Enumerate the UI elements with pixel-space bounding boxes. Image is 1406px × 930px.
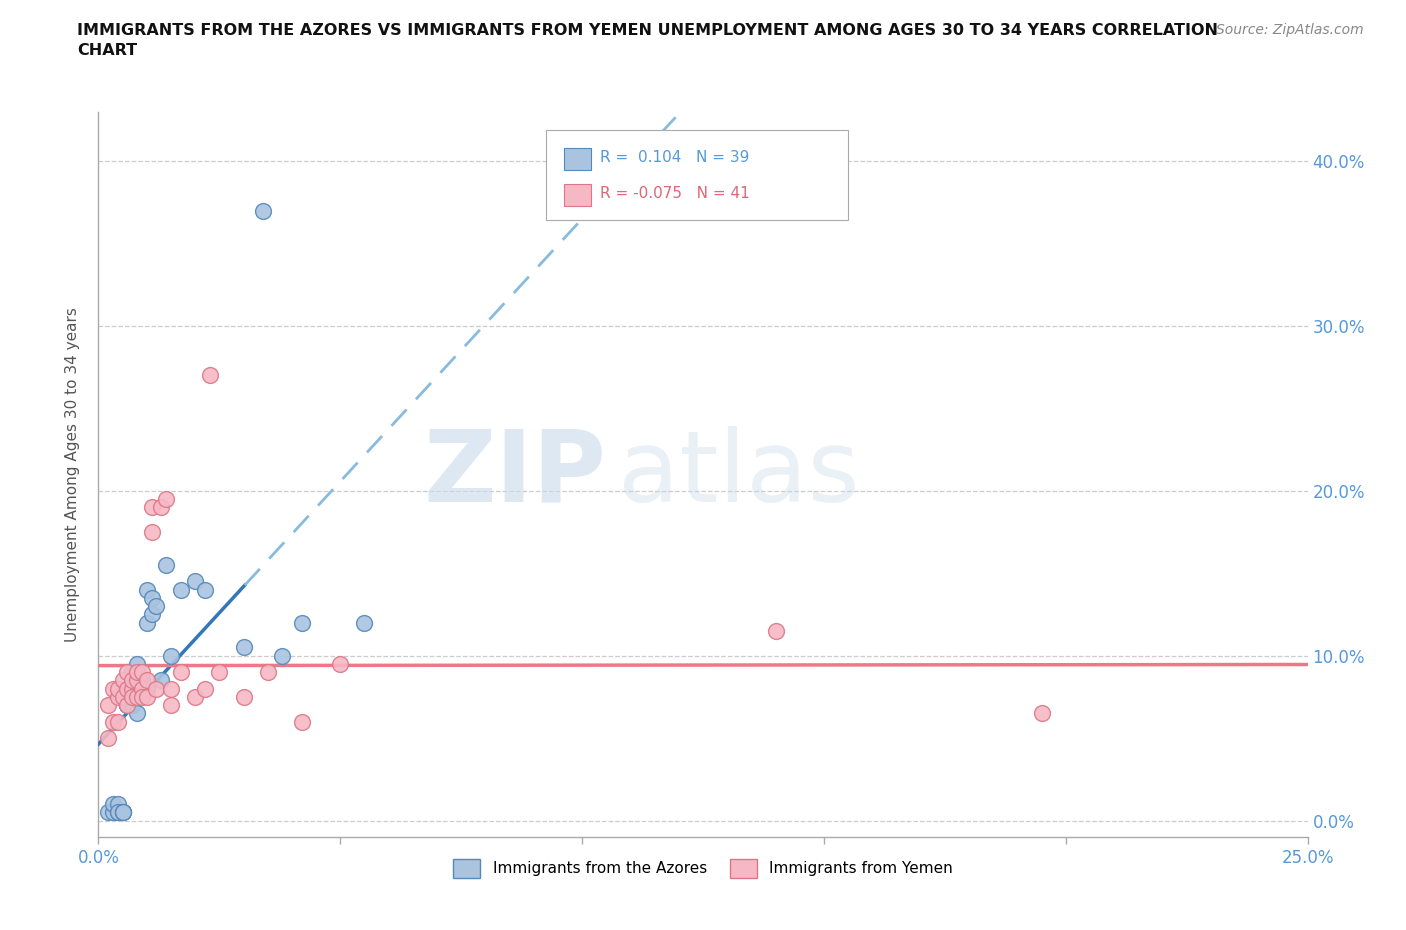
Point	[184, 689, 207, 704]
Point	[127, 665, 149, 680]
Text: IMMIGRANTS FROM THE AZORES VS IMMIGRANTS FROM YEMEN UNEMPLOYMENT AMONG AGES 30 T: IMMIGRANTS FROM THE AZORES VS IMMIGRANTS…	[77, 23, 1219, 58]
Point	[101, 681, 124, 696]
Point	[111, 689, 134, 704]
Point	[353, 616, 375, 631]
Text: R = -0.075   N = 41: R = -0.075 N = 41	[600, 186, 749, 201]
Point	[101, 714, 124, 729]
Point	[135, 582, 157, 597]
Point	[169, 582, 191, 597]
Point	[232, 640, 254, 655]
Point	[155, 492, 177, 507]
Text: atlas: atlas	[619, 426, 860, 523]
Point	[121, 698, 143, 712]
Point	[290, 714, 312, 729]
Point	[160, 681, 183, 696]
Point	[127, 673, 149, 688]
Point	[107, 714, 129, 729]
Legend: Immigrants from the Azores, Immigrants from Yemen: Immigrants from the Azores, Immigrants f…	[447, 853, 959, 884]
FancyBboxPatch shape	[546, 130, 848, 220]
Point	[329, 657, 352, 671]
Point	[150, 673, 173, 688]
Point	[131, 681, 153, 696]
Point	[117, 698, 139, 712]
Point	[121, 689, 143, 704]
Point	[155, 558, 177, 573]
Point	[131, 673, 153, 688]
Point	[145, 681, 167, 696]
Point	[198, 368, 221, 383]
Point	[194, 582, 217, 597]
Point	[111, 804, 134, 819]
Point	[127, 657, 149, 671]
Point	[97, 804, 120, 819]
Point	[160, 648, 183, 663]
Point	[131, 681, 153, 696]
Point	[127, 706, 149, 721]
Point	[271, 648, 294, 663]
Point	[111, 804, 134, 819]
Point	[150, 499, 173, 514]
Point	[107, 689, 129, 704]
Point	[765, 623, 787, 638]
Point	[107, 804, 129, 819]
Point	[117, 698, 139, 712]
Point	[135, 681, 157, 696]
Point	[127, 673, 149, 688]
Point	[290, 616, 312, 631]
Point	[107, 681, 129, 696]
Point	[111, 673, 134, 688]
Point	[121, 681, 143, 696]
Point	[101, 804, 124, 819]
Point	[256, 665, 278, 680]
Text: Source: ZipAtlas.com: Source: ZipAtlas.com	[1216, 23, 1364, 37]
Bar	[564, 148, 591, 169]
Point	[121, 673, 143, 688]
Point	[111, 804, 134, 819]
Point	[135, 689, 157, 704]
Point	[194, 681, 217, 696]
Point	[184, 574, 207, 589]
Point	[131, 665, 153, 680]
Point	[117, 681, 139, 696]
Point	[135, 673, 157, 688]
Point	[127, 689, 149, 704]
Point	[252, 203, 274, 218]
Point	[107, 797, 129, 812]
Point	[169, 665, 191, 680]
Y-axis label: Unemployment Among Ages 30 to 34 years: Unemployment Among Ages 30 to 34 years	[65, 307, 80, 642]
Point	[141, 499, 163, 514]
Point	[117, 665, 139, 680]
Bar	[564, 184, 591, 206]
Point	[101, 797, 124, 812]
Point	[141, 525, 163, 539]
Point	[97, 698, 120, 712]
Point	[97, 731, 120, 746]
Point	[160, 698, 183, 712]
Point	[117, 681, 139, 696]
Point	[208, 665, 231, 680]
Point	[232, 689, 254, 704]
Point	[135, 616, 157, 631]
Point	[141, 607, 163, 622]
Point	[141, 591, 163, 605]
Point	[107, 804, 129, 819]
Text: R =  0.104   N = 39: R = 0.104 N = 39	[600, 150, 749, 165]
Text: ZIP: ZIP	[423, 426, 606, 523]
Point	[127, 689, 149, 704]
Point	[117, 698, 139, 712]
Point	[131, 681, 153, 696]
Point	[121, 681, 143, 696]
Point	[131, 689, 153, 704]
Point	[1031, 706, 1053, 721]
Point	[145, 599, 167, 614]
Point	[121, 665, 143, 680]
